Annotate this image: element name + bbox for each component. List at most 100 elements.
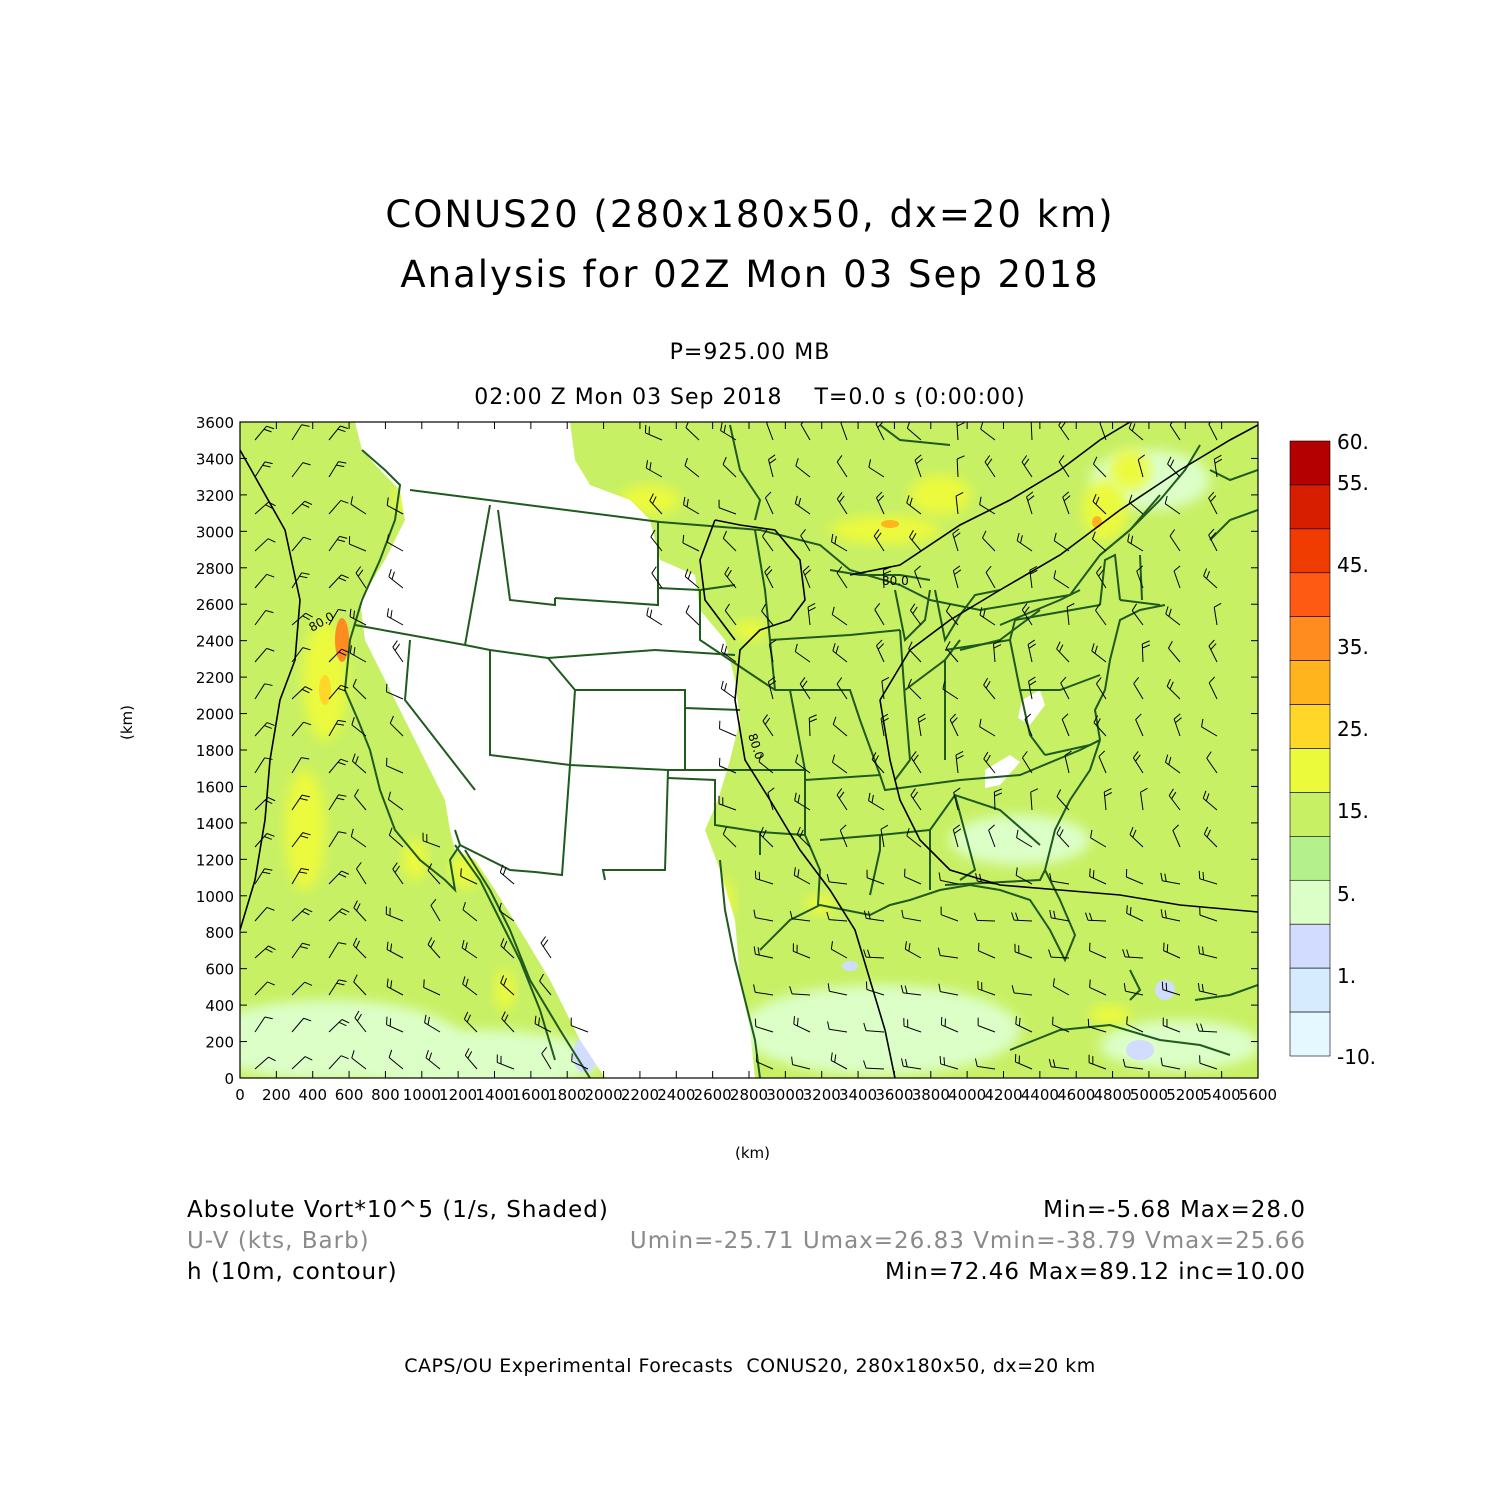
wind-barb xyxy=(724,603,737,626)
x-tick-label: 3000 xyxy=(766,1086,804,1104)
wind-barb xyxy=(1022,751,1033,774)
wind-barb xyxy=(571,1053,589,1070)
wind-barb xyxy=(1056,641,1070,663)
x-axis-label: (km) xyxy=(735,1144,771,1162)
wind-barb xyxy=(254,722,275,737)
wind-barb xyxy=(1093,715,1107,737)
wind-barb xyxy=(1066,603,1075,626)
wind-barb xyxy=(254,610,274,626)
wind-barb xyxy=(876,491,885,515)
wind-barb xyxy=(718,757,737,774)
wind-barb xyxy=(880,713,889,737)
wind-barb xyxy=(1196,1023,1218,1033)
wind-barb xyxy=(901,1058,922,1070)
wind-barb xyxy=(356,862,367,885)
x-tick-label: 5200 xyxy=(1166,1086,1204,1104)
wind-barb xyxy=(392,640,404,663)
wind-barb xyxy=(826,911,848,922)
wind-barb xyxy=(1122,1058,1144,1070)
wind-barb xyxy=(328,870,350,885)
height-legend-label: h (10m, contour) xyxy=(187,1259,398,1285)
colorbar-segment xyxy=(1289,528,1331,574)
wind-barb xyxy=(953,787,961,811)
wind-barb xyxy=(1141,640,1150,663)
wind-barb xyxy=(789,986,811,996)
wind-barb xyxy=(836,788,848,811)
colorbar-segment xyxy=(1289,923,1331,969)
wind-barb xyxy=(876,639,885,663)
wind-barb xyxy=(685,422,700,441)
wind-barb xyxy=(355,566,367,589)
wind-barb xyxy=(868,792,885,811)
wind-barb xyxy=(291,757,310,774)
wind-barb xyxy=(1030,788,1039,811)
y-tick-label: 0 xyxy=(224,1070,234,1088)
wind-barb xyxy=(974,1058,996,1070)
cuba xyxy=(1009,1023,1231,1056)
wind-barb xyxy=(993,788,1003,811)
colorbar-segment xyxy=(1289,1011,1331,1057)
wind-barb xyxy=(978,942,996,959)
wind-barb xyxy=(1126,1016,1144,1033)
wind-barb xyxy=(1160,909,1181,922)
y-axis: 0 200 400 600 800 1000 1200 1400 1600 1800 2000 220… xyxy=(196,414,1258,1088)
wind-barb xyxy=(910,751,922,774)
wind-barb xyxy=(910,603,922,626)
wind-barb xyxy=(794,792,811,811)
wind-barb xyxy=(1137,454,1145,478)
y-tick-label: 2000 xyxy=(196,706,234,724)
wind-barb xyxy=(1165,754,1181,774)
wind-barb xyxy=(1103,788,1113,811)
wind-barb xyxy=(254,461,273,478)
wind-barb xyxy=(1028,676,1037,700)
wind-barb xyxy=(291,794,310,811)
wind-barb xyxy=(386,608,404,626)
wind-barb xyxy=(800,529,811,552)
wind-barb xyxy=(291,686,313,700)
wind-barb xyxy=(328,979,347,996)
wind-barb xyxy=(938,983,959,996)
wind-barb xyxy=(1208,676,1218,700)
x-tick-label: 2000 xyxy=(584,1086,622,1104)
y-tick-label: 3600 xyxy=(196,414,234,432)
wind-barb xyxy=(254,945,276,959)
wind-barb xyxy=(720,680,737,700)
footer-credit: CAPS/OU Experimental Forecasts CONUS20, … xyxy=(404,1355,1096,1377)
wind-barb xyxy=(328,574,349,589)
colorbar-label: -10. xyxy=(1337,1045,1376,1069)
wind-barb xyxy=(534,1015,552,1033)
colorbar-label: 5. xyxy=(1337,882,1356,906)
wind-barb xyxy=(254,868,273,885)
wind-barb xyxy=(1091,643,1107,663)
y-tick-label: 200 xyxy=(205,1034,234,1052)
colorbar-label: 1. xyxy=(1337,964,1356,988)
wind-barb xyxy=(977,980,996,996)
wind-barb xyxy=(1208,528,1218,552)
wind-barb xyxy=(460,868,478,885)
colorbar-segment xyxy=(1289,704,1331,749)
wind-barb xyxy=(1064,750,1072,774)
wind-barb xyxy=(866,869,885,885)
wind-barb xyxy=(1198,945,1218,959)
wind-barb xyxy=(952,565,962,589)
height-legend-range: Min=72.46 Max=89.12 inc=10.00 xyxy=(885,1259,1306,1285)
wind-barb xyxy=(901,909,922,922)
wind-barb xyxy=(789,910,811,922)
wind-barb xyxy=(328,648,350,663)
colorbar-segment xyxy=(1289,967,1331,1013)
wind-barb xyxy=(1058,422,1070,441)
wind-barb xyxy=(1015,867,1033,885)
wind-barb xyxy=(826,873,848,885)
state-borders xyxy=(354,489,1161,906)
wind-barb xyxy=(973,912,996,922)
x-tick-label: 2400 xyxy=(657,1086,695,1104)
colorbar-label: 25. xyxy=(1337,717,1369,741)
wind-barb xyxy=(1049,909,1070,922)
wind-barb xyxy=(1088,1054,1107,1070)
wind-barb xyxy=(328,461,347,478)
colorbar-segment xyxy=(1289,792,1331,837)
wind-barb xyxy=(349,608,367,626)
wind-barb xyxy=(1165,606,1181,626)
wind-barb xyxy=(291,1056,313,1070)
wind-barb xyxy=(754,870,774,885)
